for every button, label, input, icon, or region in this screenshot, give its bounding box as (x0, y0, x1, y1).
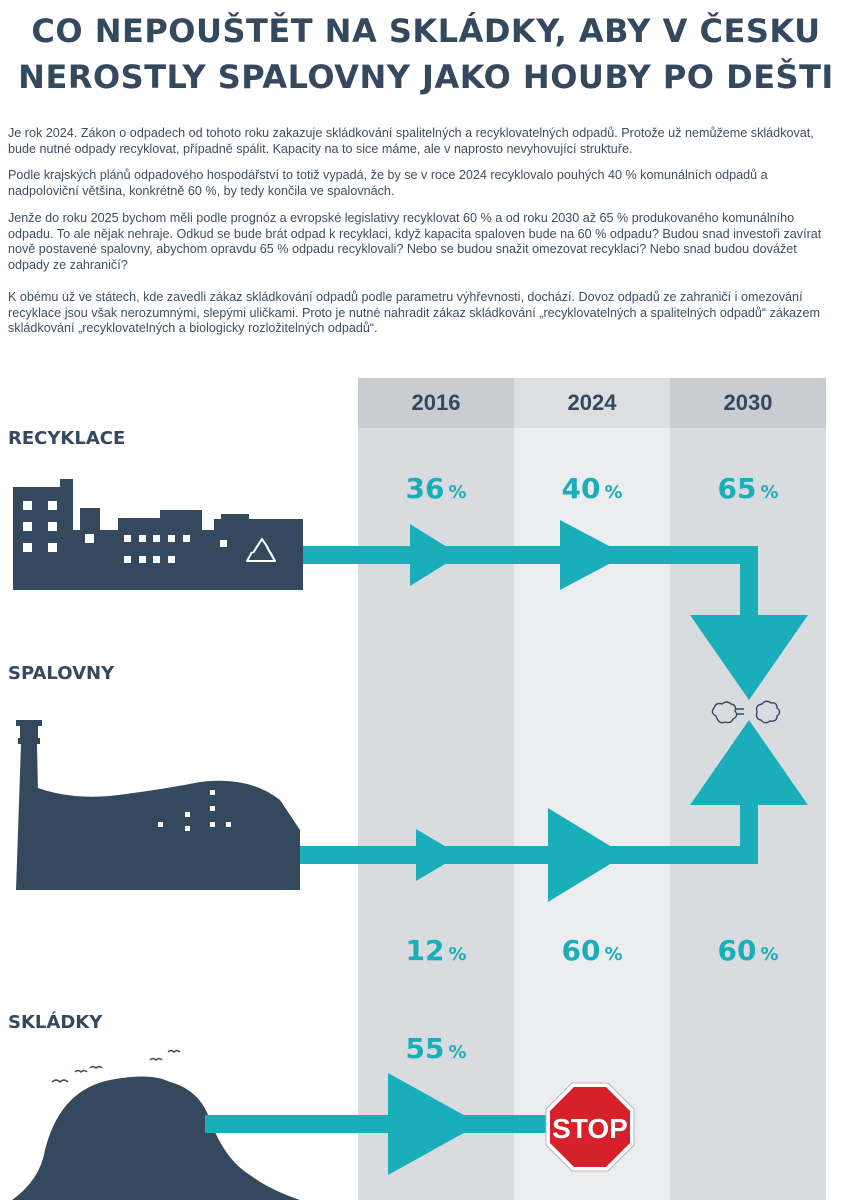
value-number: 60 (717, 934, 757, 967)
landfill-icon (12, 1076, 300, 1200)
incineration-flow-arrow (300, 720, 808, 902)
incinerator-icon (16, 720, 300, 890)
title-line-2: NEROSTLY SPALOVNY JAKO HOUBY PO DEŠTI (18, 58, 834, 96)
category-skladky: SKLÁDKY (8, 1012, 103, 1033)
value-number: 40 (561, 472, 601, 505)
intro-paragraph-1: Je rok 2024. Zákon o odpadech od tohoto … (8, 126, 814, 156)
intro-paragraph-2: Podle krajských plánů odpadového hospodá… (8, 168, 768, 198)
stop-sign-icon: STOP (545, 1082, 635, 1172)
factory-icon (13, 479, 303, 590)
value-recyklace-2016: 36% (358, 472, 514, 505)
recycling-flow-arrow (303, 520, 808, 700)
intro-paragraph-4: K obému už ve státech, kde zavedli zákaz… (8, 290, 820, 336)
percent-sign: % (604, 944, 623, 965)
title-line-1: CO NEPOUŠTĚT NA SKLÁDKY, ABY V ČESKU (31, 12, 821, 50)
value-recyklace-2030: 65% (670, 472, 826, 505)
intro-paragraph-3: Jenže do roku 2025 bychom měli podle pro… (8, 211, 822, 272)
value-spalovny-2016: 12% (358, 934, 514, 967)
value-number: 60 (561, 934, 601, 967)
percent-sign: % (448, 482, 467, 503)
percent-sign: % (760, 944, 779, 965)
page-title: CO NEPOUŠTĚT NA SKLÁDKY, ABY V ČESKU NER… (0, 8, 852, 100)
recycle-icon (246, 538, 276, 562)
stop-sign-text: STOP (552, 1113, 628, 1144)
percent-sign: % (760, 482, 779, 503)
value-number: 55 (405, 1032, 445, 1065)
value-spalovny-2024: 60% (514, 934, 670, 967)
value-skladky-2016: 55% (358, 1032, 514, 1065)
bird-icon (51, 1049, 181, 1084)
year-header-2030: 2030 (670, 378, 826, 428)
percent-sign: % (604, 482, 623, 503)
value-recyklace-2024: 40% (514, 472, 670, 505)
value-spalovny-2030: 60% (670, 934, 826, 967)
value-number: 65 (717, 472, 757, 505)
value-number: 12 (405, 934, 445, 967)
column-2024 (514, 378, 670, 1200)
smoke-icon (711, 700, 781, 724)
year-header-2024: 2024 (514, 378, 670, 428)
column-2016 (358, 378, 514, 1200)
year-header-2016: 2016 (358, 378, 514, 428)
value-number: 36 (405, 472, 445, 505)
category-recyklace: RECYKLACE (8, 428, 126, 449)
category-spalovny: SPALOVNY (8, 663, 115, 684)
percent-sign: % (448, 1042, 467, 1063)
landfill-flow-arrow (205, 1073, 555, 1175)
percent-sign: % (448, 944, 467, 965)
